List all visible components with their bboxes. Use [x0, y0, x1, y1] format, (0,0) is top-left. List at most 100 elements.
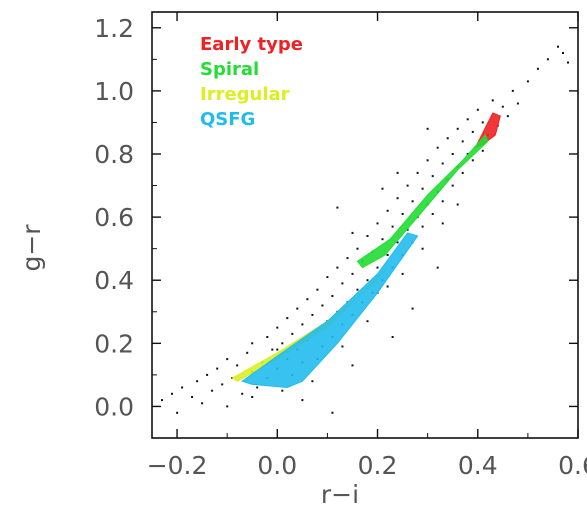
data-point [356, 247, 359, 250]
data-point [216, 367, 219, 370]
data-point [291, 332, 294, 335]
data-point [396, 171, 399, 174]
data-point [501, 105, 504, 108]
x-tick-label: 0.4 [458, 451, 498, 480]
data-point [176, 411, 179, 414]
data-point [436, 146, 439, 149]
data-point [351, 272, 354, 275]
data-point [226, 358, 229, 361]
data-point [266, 336, 269, 338]
data-point [441, 162, 444, 165]
data-point [306, 298, 309, 301]
data-point [391, 336, 394, 338]
data-point [562, 52, 564, 54]
data-point [421, 225, 424, 228]
data-point [401, 213, 404, 215]
data-point [246, 351, 249, 354]
data-point [281, 389, 284, 392]
data-point [426, 159, 429, 162]
data-point [456, 127, 459, 130]
axis-ticks: −0.2 0.0 0.2 0.4 0.6 0.0 0.2 0.4 0.6 0.8 1.0 1.2 [94, 12, 587, 480]
data-point [461, 140, 464, 143]
legend-entry-qsfg: QSFG [200, 109, 255, 130]
data-point [211, 389, 214, 392]
data-point [451, 184, 454, 187]
data-point [406, 184, 409, 187]
legend-entry-early-type: Early type [200, 34, 303, 55]
data-point [431, 175, 434, 178]
data-point [301, 399, 304, 402]
data-point [381, 238, 384, 241]
x-tick-label: 0.6 [558, 451, 587, 480]
y-tick-label: 1.0 [94, 77, 134, 106]
data-point [386, 209, 389, 212]
data-point [251, 342, 254, 345]
data-point [286, 317, 289, 320]
data-point [546, 58, 549, 61]
data-point [311, 380, 314, 383]
data-point [396, 197, 399, 200]
data-point [346, 257, 349, 260]
data-point [406, 228, 409, 231]
data-point [386, 285, 389, 288]
data-point [436, 266, 439, 269]
data-point [526, 80, 529, 83]
data-point [536, 67, 539, 70]
x-tick-label: −0.2 [147, 451, 208, 480]
series-band-spiral [356, 134, 489, 269]
data-point [416, 171, 419, 174]
data-point [471, 159, 474, 162]
data-point [516, 102, 519, 105]
data-point [236, 364, 239, 367]
data-point [567, 61, 569, 64]
data-point [276, 326, 279, 329]
data-point [476, 108, 479, 111]
y-tick-label: 0.2 [94, 329, 134, 358]
data-point [341, 345, 344, 348]
data-point [441, 222, 444, 225]
data-point [491, 99, 494, 102]
data-point [256, 386, 259, 389]
data-point [481, 149, 484, 152]
data-point [411, 307, 414, 310]
data-point [366, 235, 369, 237]
y-axis-title: g−r [17, 224, 46, 272]
data-point [396, 241, 399, 244]
y-tick-label: 0.0 [94, 392, 134, 421]
data-point [221, 383, 224, 386]
x-axis-title: r−i [321, 480, 359, 509]
data-point [331, 411, 334, 414]
data-point [201, 402, 204, 405]
data-point [391, 225, 394, 228]
data-point [351, 231, 354, 234]
data-point [321, 304, 324, 307]
data-point [421, 247, 424, 250]
data-point [356, 288, 359, 291]
data-point [336, 206, 339, 209]
data-point [376, 222, 379, 225]
data-point [336, 266, 339, 269]
data-point [226, 405, 229, 408]
y-tick-label: 0.4 [94, 266, 134, 295]
data-point [381, 187, 384, 190]
data-point [386, 254, 389, 256]
data-point [276, 348, 279, 351]
data-point [411, 200, 414, 203]
data-point [161, 399, 163, 402]
series-band-qsfg [241, 232, 419, 389]
data-point [511, 89, 514, 92]
y-tick-label: 0.6 [94, 203, 134, 232]
data-point [466, 118, 469, 121]
data-point [281, 342, 284, 345]
data-point [206, 373, 209, 376]
data-point [301, 323, 304, 326]
data-point [316, 288, 319, 291]
data-point [271, 348, 274, 351]
data-point [421, 187, 424, 190]
data-point [451, 153, 454, 155]
data-point [341, 282, 344, 285]
data-point [461, 171, 464, 174]
data-point [426, 127, 429, 130]
data-point [331, 295, 334, 297]
data-point [557, 45, 559, 48]
